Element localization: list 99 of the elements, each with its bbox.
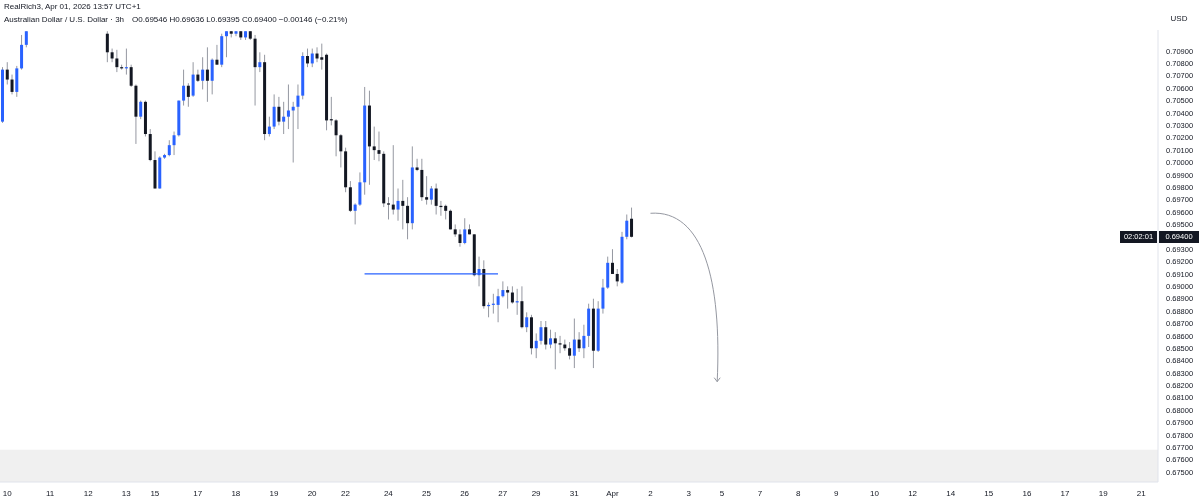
candlestick xyxy=(353,202,357,225)
x-tick-label: 31 xyxy=(569,488,580,498)
x-tick-label: 9 xyxy=(834,488,840,498)
candlestick xyxy=(506,285,510,310)
x-tick-label: 22 xyxy=(341,488,351,498)
candlestick xyxy=(458,228,462,248)
candlestick xyxy=(172,131,176,156)
x-tick-label: 13 xyxy=(121,488,132,498)
x-tick-label: 24 xyxy=(383,488,394,498)
x-tick-label: 12 xyxy=(908,488,918,498)
candlestick xyxy=(630,207,634,238)
candlestick xyxy=(310,48,314,68)
x-tick-label: 25 xyxy=(422,488,432,498)
candlestick xyxy=(258,51,262,73)
candlestick xyxy=(558,335,562,354)
candlestick xyxy=(105,30,109,63)
chart-subtitle: O0.69546 H0.69636 L0.69395 C0.69400 −0.00146 (−0.21%) xyxy=(132,15,348,24)
candlestick xyxy=(582,324,586,359)
candlestick xyxy=(272,93,276,130)
candlestick xyxy=(387,196,390,220)
candlestick xyxy=(5,61,9,85)
x-tick-label: 10 xyxy=(2,488,13,498)
x-tick-label: 17 xyxy=(1060,488,1071,498)
candlestick xyxy=(267,116,271,137)
candlestick xyxy=(372,126,376,161)
candlestick xyxy=(534,332,538,359)
candlestick xyxy=(549,329,553,349)
x-tick-label: 2 xyxy=(648,488,654,498)
candlestick xyxy=(391,144,395,216)
candlestick xyxy=(186,82,190,108)
x-tick-label: 18 xyxy=(231,488,241,498)
text: RealRich3, Apr 01, 2026 13:57 UTC+1 xyxy=(4,2,141,11)
candlestick xyxy=(115,49,119,73)
x-tick-label: 12 xyxy=(83,488,94,498)
x-tick-label: 20 xyxy=(307,488,318,498)
candlestick xyxy=(463,217,467,245)
x-tick-label: 27 xyxy=(498,488,508,498)
candlestick xyxy=(339,133,343,168)
candlestick xyxy=(577,331,581,353)
candlestick xyxy=(201,56,205,90)
candlestick xyxy=(10,74,14,95)
candlestick xyxy=(544,320,548,350)
candlestick xyxy=(296,83,300,130)
x-tick-label: 26 xyxy=(460,488,470,498)
y-axis-title: USD xyxy=(1169,14,1189,23)
candlestick xyxy=(320,43,324,71)
candlestick xyxy=(348,180,352,213)
x-tick-label: 19 xyxy=(269,488,280,498)
candlestick xyxy=(572,318,576,369)
x-tick-label: 19 xyxy=(1098,488,1109,498)
x-tick-label: 7 xyxy=(757,488,763,498)
candlestick xyxy=(210,57,214,95)
candlestick xyxy=(139,100,143,120)
candlestick xyxy=(182,69,186,107)
x-tick-label: 21 xyxy=(1136,488,1147,498)
chart-title: Australian Dollar / U.S. Dollar · 3h xyxy=(4,15,125,24)
candlestick xyxy=(20,34,24,71)
x-tick-label: 3 xyxy=(686,488,692,498)
candlestick xyxy=(496,288,500,323)
candlestick xyxy=(625,214,629,240)
candlestick xyxy=(377,131,381,162)
candlestick xyxy=(501,280,505,298)
candlestick xyxy=(601,278,605,315)
candlestick xyxy=(406,196,410,240)
candlestick xyxy=(110,48,114,63)
candlestick xyxy=(196,69,200,83)
candlestick xyxy=(286,83,290,130)
candlestick xyxy=(415,158,419,172)
candlestick xyxy=(305,48,309,68)
x-tick-label: 11 xyxy=(45,488,55,498)
candlestick xyxy=(205,46,209,103)
candlestick xyxy=(224,30,228,58)
candlestick xyxy=(282,101,286,135)
x-tick-label: 10 xyxy=(870,488,880,498)
candlestick xyxy=(191,61,195,98)
x-tick-label: 16 xyxy=(1022,488,1032,498)
x-tick-label: Apr xyxy=(606,488,619,498)
x-tick-label: 17 xyxy=(193,488,203,498)
candlestick xyxy=(401,179,405,230)
x-tick-label: 8 xyxy=(795,488,801,498)
candlestick xyxy=(15,65,19,98)
candlestick xyxy=(396,188,400,222)
candlestick xyxy=(434,183,438,216)
candlestick xyxy=(277,96,281,126)
candlestick xyxy=(425,175,429,206)
x-tick-label: 5 xyxy=(719,488,725,498)
candlestick xyxy=(610,248,614,275)
x-tick-label: 14 xyxy=(946,488,956,498)
candlestick xyxy=(539,320,543,346)
x-tick-label: 15 xyxy=(984,488,994,498)
x-tick-label: 29 xyxy=(531,488,542,498)
candlestick xyxy=(525,311,529,333)
candlestick xyxy=(553,331,557,370)
candlestick xyxy=(358,171,362,207)
candlestick xyxy=(129,64,133,88)
candlestick xyxy=(334,118,338,157)
candlestick xyxy=(215,44,219,66)
x-tick-label: 15 xyxy=(150,488,160,498)
candlestick xyxy=(429,185,433,206)
